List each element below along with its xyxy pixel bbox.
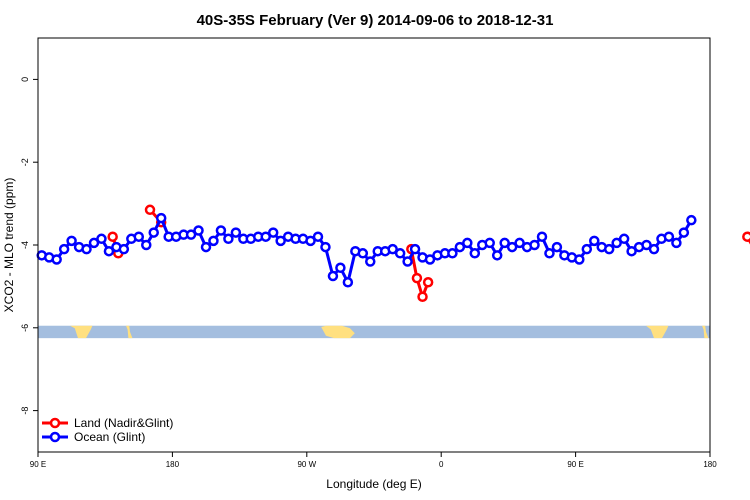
ocean-point <box>626 245 637 257</box>
land-line-segment <box>409 248 430 302</box>
ocean-point <box>58 243 70 255</box>
ocean-point <box>133 231 145 242</box>
ocean-point <box>275 235 286 247</box>
ocean-point <box>551 241 563 253</box>
ocean-point <box>506 241 518 253</box>
land-blob-0 <box>70 325 93 339</box>
land-blob-3 <box>646 325 669 339</box>
ocean-point <box>118 243 130 255</box>
ocean-point <box>320 241 331 253</box>
land-ocean-band <box>38 325 710 339</box>
ocean-point <box>514 237 525 249</box>
land-blob-4 <box>702 325 709 339</box>
ocean-point <box>544 248 555 259</box>
ocean-point <box>663 231 675 242</box>
ocean-point <box>387 243 398 255</box>
ocean-point <box>200 241 212 253</box>
ocean-point <box>335 262 346 274</box>
x-tick-label: 180 <box>166 460 180 469</box>
ocean-line <box>41 214 693 287</box>
land-blob-1 <box>126 325 133 339</box>
land-point <box>422 277 434 288</box>
ocean-point <box>305 235 316 247</box>
ocean-point <box>611 237 622 249</box>
ocean-point <box>536 231 548 242</box>
ocean-point <box>365 256 376 267</box>
legend-land-label: Land (Nadir&Glint) <box>74 416 173 430</box>
land-point <box>411 272 423 284</box>
ocean-point <box>648 243 660 255</box>
ocean-point <box>96 233 107 245</box>
ocean-point <box>618 233 630 245</box>
ocean-point <box>141 239 152 251</box>
chart-title: 40S-35S February (Ver 9) 2014-09-06 to 2… <box>197 12 554 29</box>
ocean-point <box>148 227 159 238</box>
ocean-point <box>484 237 495 249</box>
legend-land-marker <box>49 417 61 429</box>
legend-ocean-marker <box>49 431 61 443</box>
ocean-point <box>447 248 458 259</box>
ocean-point <box>462 237 473 249</box>
ocean-point <box>312 231 324 242</box>
ocean-point <box>81 243 92 255</box>
ocean-point <box>185 229 197 240</box>
ocean-point <box>574 254 585 265</box>
y-tick-label: -8 <box>20 407 30 415</box>
y-tick-label: 0 <box>20 77 30 82</box>
ocean-point <box>491 250 503 261</box>
x-tick-label: 90 E <box>30 460 46 469</box>
land-point <box>144 204 156 216</box>
ocean-band <box>38 325 710 339</box>
x-tick-label: 0 <box>439 460 444 469</box>
ocean-point <box>529 239 540 251</box>
ocean-point <box>603 243 615 255</box>
ocean-point <box>678 227 690 238</box>
x-tick-label: 180 <box>703 460 717 469</box>
legend-ocean-label: Ocean (Glint) <box>74 430 145 444</box>
x-axis-label: Longitude (deg E) <box>326 477 421 491</box>
ocean-point <box>230 227 242 238</box>
ocean-point <box>581 243 593 255</box>
ocean-point <box>260 231 271 242</box>
ocean-point <box>641 239 652 251</box>
ocean-point <box>327 270 339 282</box>
x-tick-label: 90 W <box>297 460 316 469</box>
ocean-point <box>409 243 421 255</box>
ocean-point <box>66 235 77 247</box>
ocean-point <box>223 233 234 245</box>
ocean-point <box>402 256 413 267</box>
ocean-point <box>208 235 219 247</box>
ocean-point <box>469 248 481 259</box>
ocean-point <box>215 225 227 236</box>
ocean-point <box>193 225 204 236</box>
y-tick-label: -6 <box>20 324 30 332</box>
land-point <box>742 231 750 242</box>
ocean-point <box>342 277 354 288</box>
ocean-point <box>267 227 279 238</box>
x-tick-label: 90 E <box>567 460 583 469</box>
land-point <box>107 231 118 242</box>
x-axis: 90 E 180 90 W 0 90 E 180 <box>30 452 717 469</box>
ocean-point <box>454 241 466 253</box>
ocean-point <box>155 212 167 224</box>
ocean-point <box>103 245 115 257</box>
y-tick-label: -2 <box>20 158 30 166</box>
ocean-point <box>51 254 62 265</box>
land-point <box>417 291 428 302</box>
legend: Land (Nadir&Glint) Ocean (Glint) <box>42 416 173 444</box>
ocean-point <box>686 214 697 226</box>
ocean-point <box>88 237 100 249</box>
ocean-point <box>394 248 406 259</box>
y-tick-label: -4 <box>20 241 30 249</box>
ocean-point <box>589 235 600 247</box>
ocean-point <box>499 237 510 249</box>
y-axis-label: XCO2 - MLO trend (ppm) <box>2 178 16 313</box>
ocean-series <box>36 212 697 288</box>
ocean-point <box>671 237 682 249</box>
y-axis: 0 -2 -4 -6 -8 <box>20 77 38 415</box>
land-blob-2 <box>321 325 355 339</box>
ocean-point <box>424 254 436 265</box>
ocean-point <box>357 248 369 259</box>
